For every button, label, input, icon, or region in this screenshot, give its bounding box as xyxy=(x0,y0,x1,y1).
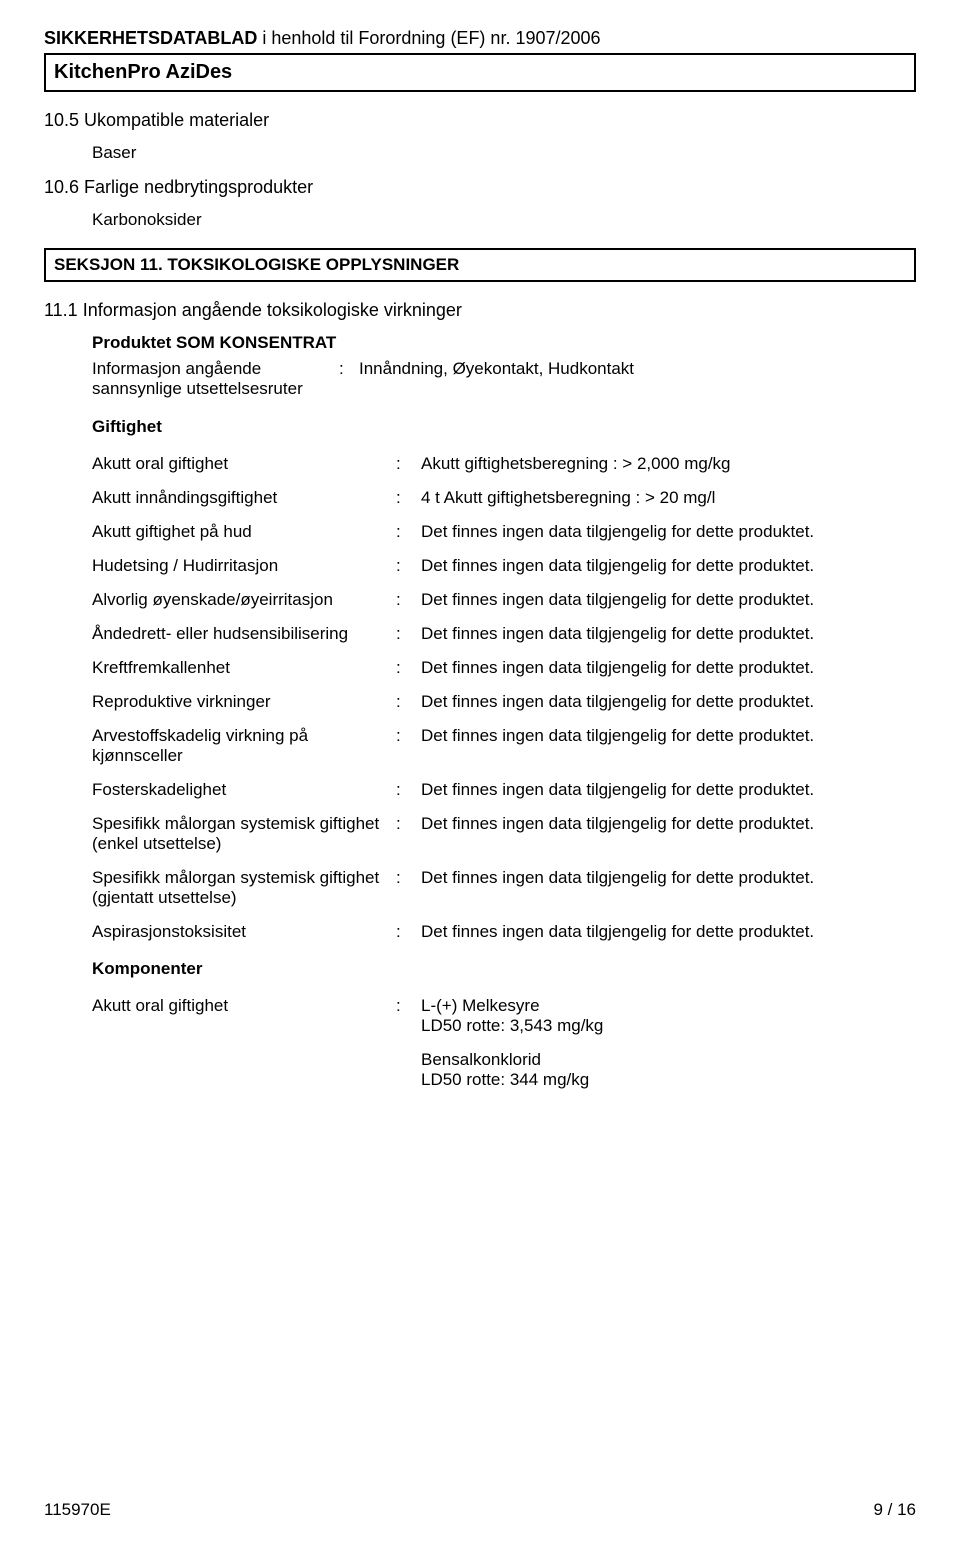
row-value: Det finnes ingen data tilgjengelig for d… xyxy=(417,549,916,583)
page-footer: 115970E 9 / 16 xyxy=(44,1500,916,1520)
table-row: Spesifikk målorgan systemisk giftighet (… xyxy=(44,807,916,861)
colon: : xyxy=(395,447,417,481)
doc-header: SIKKERHETSDATABLAD i henhold til Forordn… xyxy=(44,28,916,49)
colon: : xyxy=(395,481,417,515)
row-value: Det finnes ingen data tilgjengelig for d… xyxy=(417,685,916,719)
row-label: Aspirasjonstoksisitet xyxy=(44,915,395,949)
section-10-5-title: 10.5 Ukompatible materialer xyxy=(44,110,916,131)
section-10-5-value: Baser xyxy=(92,143,916,163)
section-10-6-value: Karbonoksider xyxy=(92,210,916,230)
colon: : xyxy=(395,719,417,773)
konsentrat-heading: Produktet SOM KONSENTRAT xyxy=(92,333,916,353)
colon: : xyxy=(395,861,417,915)
row-label: Spesifikk målorgan systemisk giftighet (… xyxy=(44,807,395,861)
row-value: Det finnes ingen data tilgjengelig for d… xyxy=(417,861,916,915)
table-row: Akutt innåndingsgiftighet:4 t Akutt gift… xyxy=(44,481,916,515)
table-row: Alvorlig øyenskade/øyeirritasjon:Det fin… xyxy=(44,583,916,617)
colon: : xyxy=(395,989,417,1097)
toxicity-table: Akutt oral giftighet:Akutt giftighetsber… xyxy=(44,447,916,949)
table-row: Kreftfremkallenhet:Det finnes ingen data… xyxy=(44,651,916,685)
table-row: Akutt oral giftighet:Akutt giftighetsber… xyxy=(44,447,916,481)
footer-left: 115970E xyxy=(44,1500,111,1520)
colon: : xyxy=(395,915,417,949)
colon: : xyxy=(339,359,359,399)
exposure-routes-row: Informasjon angående sannsynlige utsette… xyxy=(92,357,916,401)
row-label: Akutt innåndingsgiftighet xyxy=(44,481,395,515)
row-value: Det finnes ingen data tilgjengelig for d… xyxy=(417,617,916,651)
row-label: Akutt oral giftighet xyxy=(44,447,395,481)
table-row: Spesifikk målorgan systemisk giftighet (… xyxy=(44,861,916,915)
colon: : xyxy=(395,651,417,685)
row-value: Det finnes ingen data tilgjengelig for d… xyxy=(417,719,916,773)
colon: : xyxy=(395,549,417,583)
row-value: Det finnes ingen data tilgjengelig for d… xyxy=(417,515,916,549)
colon: : xyxy=(395,583,417,617)
components-heading: Komponenter xyxy=(92,959,916,979)
row-label: Hudetsing / Hudirritasjon xyxy=(44,549,395,583)
colon: : xyxy=(395,685,417,719)
section-11-1-title: 11.1 Informasjon angående toksikologiske… xyxy=(44,300,916,321)
colon: : xyxy=(395,773,417,807)
row-label: Spesifikk målorgan systemisk giftighet (… xyxy=(44,861,395,915)
table-row: Akutt oral giftighet : L-(+) Melkesyre L… xyxy=(44,989,916,1097)
component-line: LD50 rotte: 3,543 mg/kg xyxy=(421,1016,915,1036)
component-line: LD50 rotte: 344 mg/kg xyxy=(421,1070,915,1090)
section-11-box: SEKSJON 11. TOKSIKOLOGISKE OPPLYSNINGER xyxy=(44,248,916,282)
component-value: L-(+) Melkesyre LD50 rotte: 3,543 mg/kg … xyxy=(417,989,916,1097)
doc-header-bold: SIKKERHETSDATABLAD xyxy=(44,28,257,48)
table-row: Reproduktive virkninger:Det finnes ingen… xyxy=(44,685,916,719)
product-name-box: KitchenPro AziDes xyxy=(44,53,916,92)
doc-header-rest: i henhold til Forordning (EF) nr. 1907/2… xyxy=(257,28,600,48)
row-label: Åndedrett- eller hudsensibilisering xyxy=(44,617,395,651)
row-value: Det finnes ingen data tilgjengelig for d… xyxy=(417,807,916,861)
table-row: Aspirasjonstoksisitet:Det finnes ingen d… xyxy=(44,915,916,949)
row-label: Akutt giftighet på hud xyxy=(44,515,395,549)
colon: : xyxy=(395,617,417,651)
row-label: Fosterskadelighet xyxy=(44,773,395,807)
table-row: Åndedrett- eller hudsensibilisering:Det … xyxy=(44,617,916,651)
spacer xyxy=(421,1036,915,1050)
toxicity-heading: Giftighet xyxy=(92,417,916,437)
exposure-routes-label: Informasjon angående sannsynlige utsette… xyxy=(92,359,339,399)
colon: : xyxy=(395,515,417,549)
row-value: Det finnes ingen data tilgjengelig for d… xyxy=(417,915,916,949)
colon: : xyxy=(395,807,417,861)
components-table: Akutt oral giftighet : L-(+) Melkesyre L… xyxy=(44,989,916,1097)
row-value: Det finnes ingen data tilgjengelig for d… xyxy=(417,583,916,617)
section-10-6-title: 10.6 Farlige nedbrytingsprodukter xyxy=(44,177,916,198)
row-label: Reproduktive virkninger xyxy=(44,685,395,719)
footer-right: 9 / 16 xyxy=(873,1500,916,1520)
table-row: Hudetsing / Hudirritasjon:Det finnes ing… xyxy=(44,549,916,583)
component-line: L-(+) Melkesyre xyxy=(421,996,915,1016)
component-line: Bensalkonklorid xyxy=(421,1050,915,1070)
page: SIKKERHETSDATABLAD i henhold til Forordn… xyxy=(0,0,960,1542)
table-row: Fosterskadelighet:Det finnes ingen data … xyxy=(44,773,916,807)
table-row: Arvestoffskadelig virkning på kjønnscell… xyxy=(44,719,916,773)
row-label: Kreftfremkallenhet xyxy=(44,651,395,685)
component-label: Akutt oral giftighet xyxy=(44,989,395,1097)
row-value: 4 t Akutt giftighetsberegning : > 20 mg/… xyxy=(417,481,916,515)
row-value: Akutt giftighetsberegning : > 2,000 mg/k… xyxy=(417,447,916,481)
row-label: Arvestoffskadelig virkning på kjønnscell… xyxy=(44,719,395,773)
row-label: Alvorlig øyenskade/øyeirritasjon xyxy=(44,583,395,617)
table-row: Akutt giftighet på hud:Det finnes ingen … xyxy=(44,515,916,549)
exposure-routes-value: Innåndning, Øyekontakt, Hudkontakt xyxy=(359,359,916,399)
row-value: Det finnes ingen data tilgjengelig for d… xyxy=(417,773,916,807)
row-value: Det finnes ingen data tilgjengelig for d… xyxy=(417,651,916,685)
